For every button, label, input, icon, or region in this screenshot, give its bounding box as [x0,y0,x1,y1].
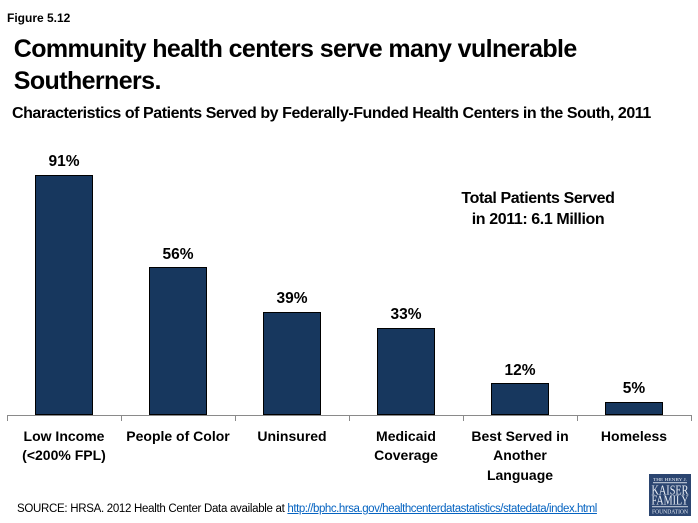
svg-text:FOUNDATION: FOUNDATION [652,508,688,515]
svg-text:FAMILY: FAMILY [652,492,689,507]
svg-text:KAISER: KAISER [652,482,689,497]
svg-text:THE HENRY J.: THE HENRY J. [653,477,687,482]
